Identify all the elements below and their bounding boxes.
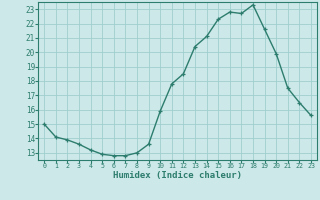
X-axis label: Humidex (Indice chaleur): Humidex (Indice chaleur): [113, 171, 242, 180]
